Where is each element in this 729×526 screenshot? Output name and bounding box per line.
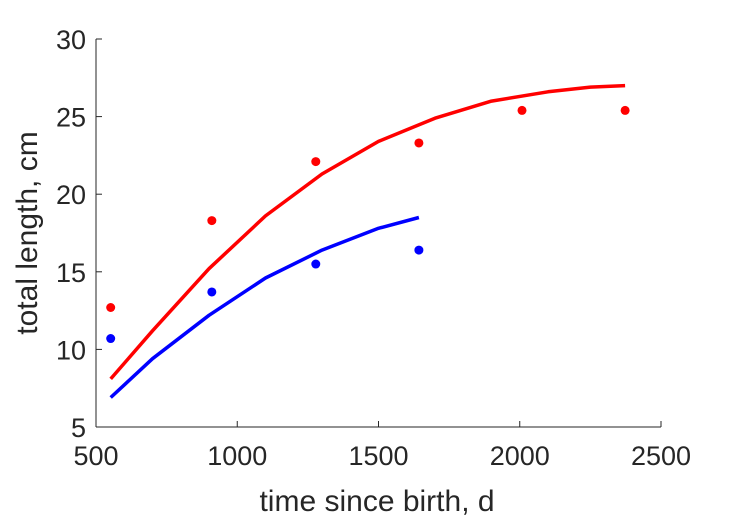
red-data-point: [517, 105, 527, 115]
blue-data-point: [311, 259, 321, 269]
red-data-point: [311, 157, 321, 167]
blue-data-point: [414, 245, 424, 255]
red-data-point: [106, 302, 116, 312]
y-tick-label: 20: [56, 180, 86, 210]
red-fit-curve: [109, 83, 626, 381]
y-tick-label: 5: [71, 413, 86, 443]
y-tick-label: 25: [56, 103, 86, 133]
red-data-point: [620, 105, 630, 115]
blue-fit-curve: [109, 215, 420, 399]
plot-area: [106, 83, 630, 399]
x-axis-label: time since birth, d: [259, 485, 494, 518]
x-tick-label: 1500: [348, 441, 408, 471]
blue-data-point: [106, 334, 116, 344]
x-tick-label: 2000: [490, 441, 550, 471]
x-tick-label: 2500: [631, 441, 691, 471]
y-tick-label: 30: [56, 25, 86, 55]
y-axis-label: total length, cm: [11, 131, 44, 334]
y-tick-label: 10: [56, 335, 86, 365]
y-tick-label: 15: [56, 258, 86, 288]
axes: 500 1000 1500 2000 2500 5 10 15 20 25 30: [56, 25, 691, 471]
red-data-point: [207, 216, 217, 226]
x-tick-label: 500: [73, 441, 118, 471]
red-data-point: [414, 138, 424, 148]
blue-data-point: [207, 287, 217, 297]
x-tick-label: 1000: [207, 441, 267, 471]
